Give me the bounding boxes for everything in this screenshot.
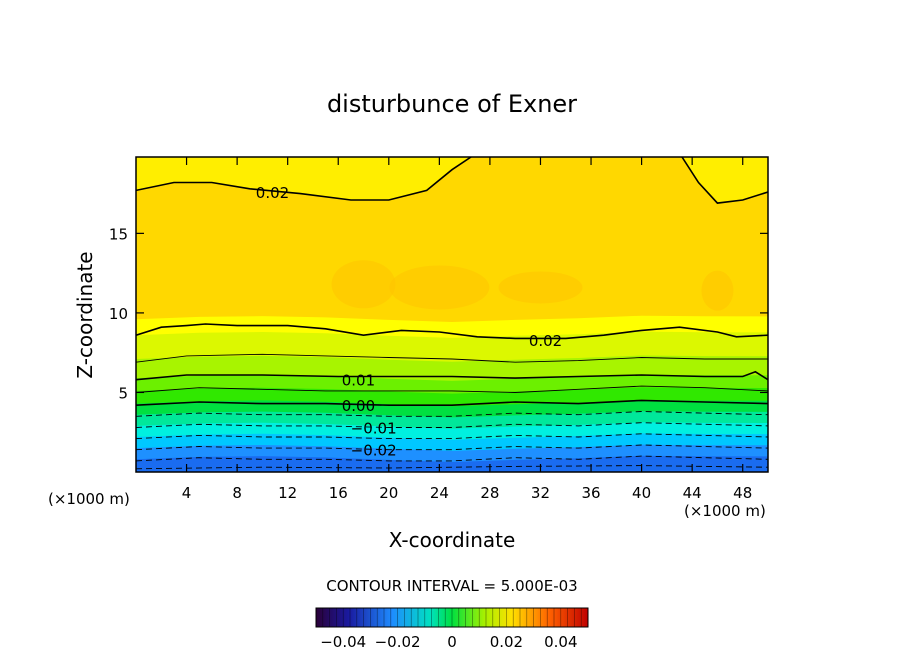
colorbar-tick-label-3: 0.02 xyxy=(490,633,523,651)
contour-line-8 xyxy=(136,422,768,428)
colorbar-frame xyxy=(315,607,589,628)
fill-top-left xyxy=(136,157,471,200)
contour-line-5 xyxy=(136,385,768,393)
y-tick-label-1: 10 xyxy=(109,305,128,323)
contour-line-2 xyxy=(136,323,768,340)
y-tick-label-0: 5 xyxy=(118,384,128,402)
colorbar-tick-labels: −0.04 −0.02 0 0.02 0.04 xyxy=(320,633,577,651)
contour-lines xyxy=(136,157,768,470)
contour-interval-text: CONTOUR INTERVAL = 5.000E-03 xyxy=(326,577,577,595)
contour-line-4 xyxy=(136,370,768,381)
x-tick-label-5: 24 xyxy=(430,484,449,502)
x-axis-ticks: 4 8 12 16 20 24 28 32 36 40 44 48 xyxy=(182,157,752,502)
x-unit-right: (×1000 m) xyxy=(684,502,766,520)
x-tick-label-8: 36 xyxy=(581,484,600,502)
x-tick-label-7: 32 xyxy=(531,484,550,502)
colorbar-tick-label-4: 0.04 xyxy=(544,633,577,651)
contour-line-10 xyxy=(136,444,768,451)
contour-line-11 xyxy=(136,455,768,462)
fill-patch-3 xyxy=(389,265,490,310)
fill-patch-2 xyxy=(701,270,734,311)
x-tick-label-1: 8 xyxy=(232,484,242,502)
x-tick-label-0: 4 xyxy=(182,484,192,502)
contour-label-3: 0.00 xyxy=(342,397,375,415)
contour-label-5: −0.02 xyxy=(351,442,397,460)
plot-frame xyxy=(135,156,769,473)
contour-line-12 xyxy=(136,465,768,470)
x-axis-label: X-coordinate xyxy=(389,528,516,552)
y-axis-label: Z-coordinate xyxy=(73,251,97,378)
contour-line-6 xyxy=(136,399,768,406)
x-tick-label-10: 44 xyxy=(683,484,702,502)
colorbar-tick-label-2: 0 xyxy=(447,633,457,651)
x-tick-label-3: 16 xyxy=(329,484,348,502)
colorbar-tick-label-0: −0.04 xyxy=(320,633,366,651)
contour-labels: 0.02 0.02 0.01 0.00 −0.01 −0.02 xyxy=(256,184,562,460)
chart-title: disturbunce of Exner xyxy=(327,90,577,118)
x-tick-label-9: 40 xyxy=(632,484,651,502)
contour-label-1: 0.02 xyxy=(529,332,562,350)
x-unit-left: (×1000 m) xyxy=(48,490,130,508)
contour-line-9 xyxy=(136,433,768,440)
contour-label-2: 0.01 xyxy=(342,372,375,390)
contour-label-0: 0.02 xyxy=(256,184,289,202)
contour-line-0 xyxy=(136,157,472,201)
x-tick-label-2: 12 xyxy=(278,484,297,502)
fill-band-10 xyxy=(136,455,768,472)
y-tick-label-2: 15 xyxy=(109,225,128,243)
fill-top-right xyxy=(682,157,768,204)
contour-line-3 xyxy=(136,353,768,363)
colorbar-tick-label-1: −0.02 xyxy=(375,633,421,651)
x-tick-label-4: 20 xyxy=(379,484,398,502)
colorbar-stripes xyxy=(322,608,582,627)
x-tick-label-11: 48 xyxy=(733,484,752,502)
contour-line-1 xyxy=(681,157,768,204)
y-axis-ticks: 5 10 15 xyxy=(109,225,768,402)
contour-line-7 xyxy=(136,411,768,417)
colorbar: −0.04 −0.02 0 0.02 0.04 xyxy=(315,607,589,651)
fill-patch-1 xyxy=(498,271,583,304)
contour-label-4: −0.01 xyxy=(351,419,397,437)
fill-patch-0 xyxy=(331,260,396,309)
x-tick-label-6: 28 xyxy=(480,484,499,502)
